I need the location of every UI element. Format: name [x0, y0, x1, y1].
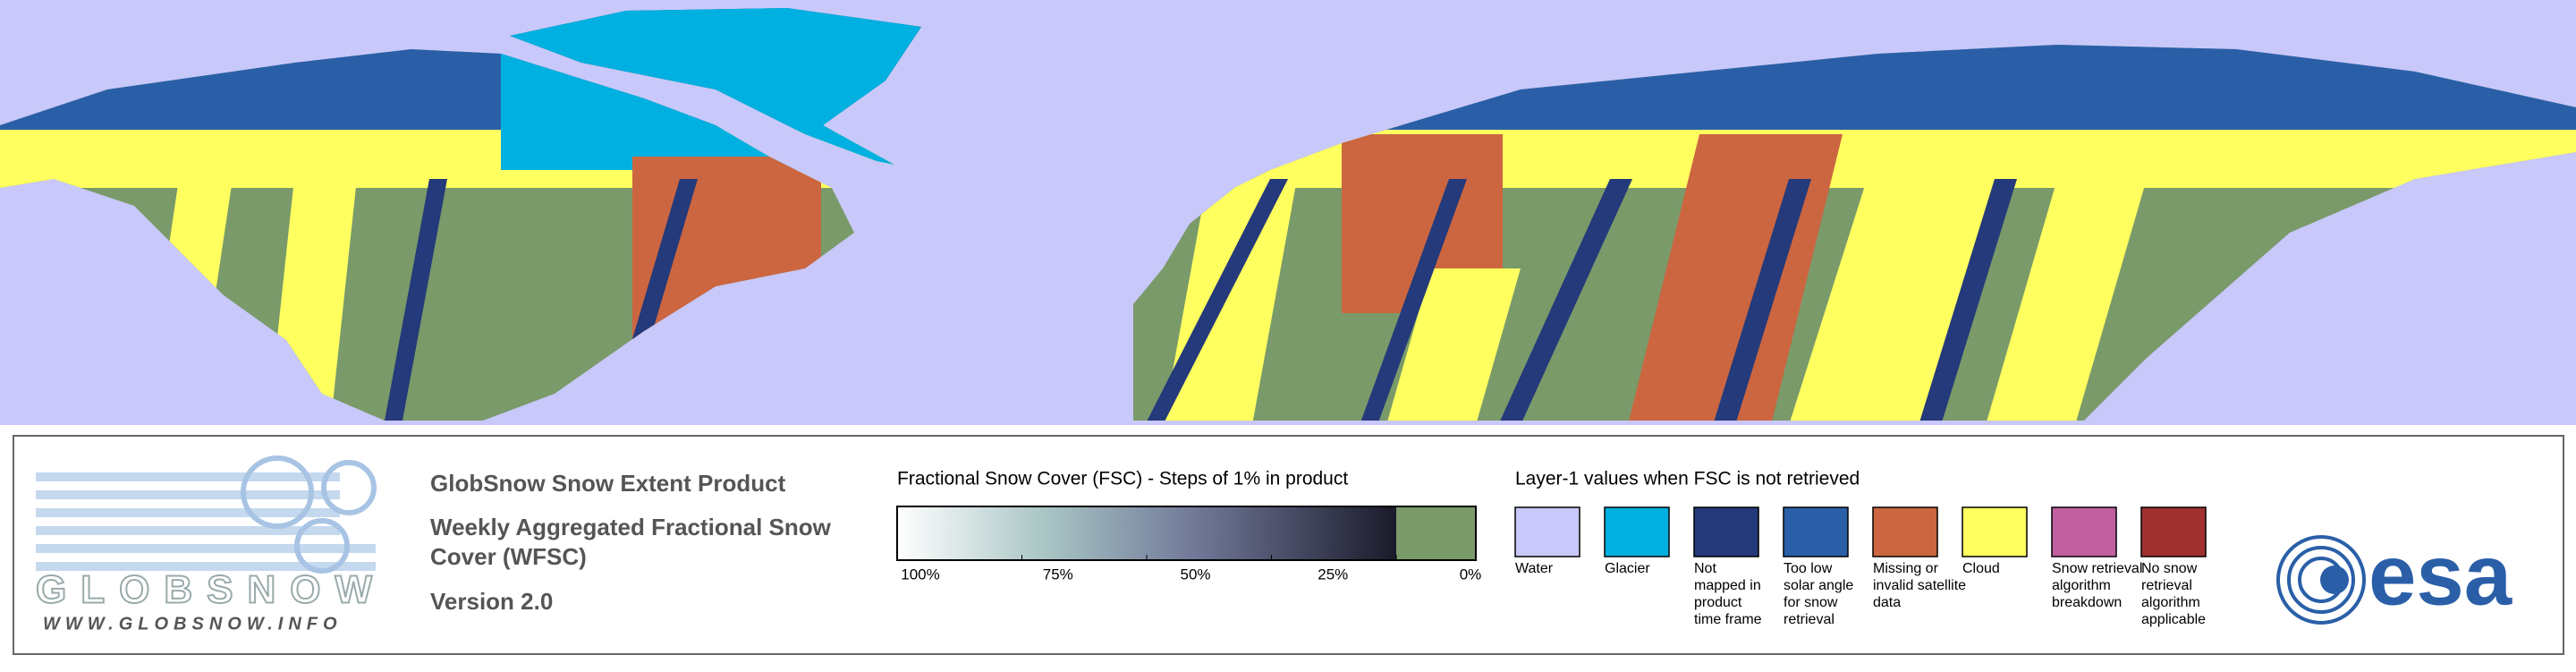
legend-swatch — [1514, 506, 1580, 557]
legend-label: retrieval — [2141, 578, 2192, 593]
legend-label: Glacier — [1605, 561, 1650, 576]
colorbar-tick-label: 100% — [901, 566, 939, 583]
legend-swatch — [1872, 506, 1938, 557]
legend-label: time frame — [1694, 612, 1762, 627]
legend-label: Too low — [1784, 561, 1833, 576]
legend-label: mapped in — [1694, 578, 1761, 593]
colorbar-zero — [1396, 506, 1476, 560]
layer1-title: Layer-1 values when FSC is not retrieved — [1515, 469, 1860, 489]
legend-label: breakdown — [2052, 595, 2122, 610]
legend-label: Missing or — [1873, 561, 1939, 576]
legend-label: Cloud — [1962, 561, 2000, 576]
legend-label: No snow — [2141, 561, 2198, 576]
legend-swatch — [1693, 506, 1759, 557]
legend-label: invalid satellite — [1873, 578, 1966, 593]
product-title: GlobSnow Snow Extent Product — [430, 470, 786, 497]
colorbar-tick-label: 0% — [1460, 566, 1482, 583]
legend-label: Water — [1515, 561, 1554, 576]
legend-label: Snow retrieval — [2052, 561, 2142, 576]
legend-swatch — [2051, 506, 2117, 557]
legend-label: applicable — [2141, 612, 2206, 627]
product-subtitle: Cover (WFSC) — [430, 543, 587, 570]
esa-wordmark: esa — [2368, 527, 2512, 623]
legend-label: solar angle — [1784, 578, 1853, 593]
legend-label: algorithm — [2052, 578, 2111, 593]
legend-label: product — [1694, 595, 1742, 610]
legend-swatch — [1962, 506, 2028, 557]
legend-label: Not — [1694, 561, 1716, 576]
legend-label: for snow — [1784, 595, 1838, 610]
legend-label: algorithm — [2141, 595, 2200, 610]
legend-label: retrieval — [1784, 612, 1835, 627]
colorbar-tick-label: 75% — [1043, 566, 1073, 583]
colorbar-frame — [896, 506, 1477, 561]
legend-swatch — [2140, 506, 2207, 557]
legend-swatch — [1604, 506, 1670, 557]
legend-swatch — [1783, 506, 1849, 557]
esa-logo: esa — [2276, 527, 2512, 625]
product-subtitle: Weekly Aggregated Fractional Snow — [430, 514, 832, 540]
product-version: Version 2.0 — [430, 588, 553, 615]
colorbar-gradient — [897, 506, 1396, 560]
legend-label: data — [1873, 595, 1901, 610]
colorbar-tick-label: 50% — [1180, 566, 1210, 583]
logo-url: WWW.GLOBSNOW.INFO — [43, 614, 343, 634]
colorbar-title: Fractional Snow Cover (FSC) - Steps of 1… — [897, 469, 1348, 489]
colorbar-tick-label: 25% — [1318, 566, 1348, 583]
